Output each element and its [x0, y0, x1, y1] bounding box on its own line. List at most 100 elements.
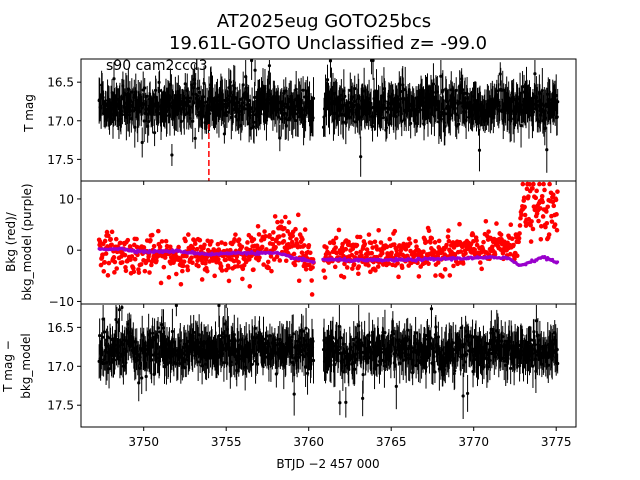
bkg-point-97 [141, 245, 147, 250]
bkg-point-460 [309, 278, 314, 283]
bkg-point-558 [364, 254, 369, 259]
bkg-point-913 [528, 223, 533, 228]
bkg-point-33 [112, 270, 117, 275]
bkg-point-966 [552, 222, 558, 227]
bkg-point-182 [180, 263, 186, 269]
bkg-point-938 [539, 193, 545, 199]
bkg-point-970 [554, 227, 560, 233]
bkg-point-671 [416, 274, 422, 279]
bkg-point-643 [403, 247, 409, 252]
bkg-point-189 [184, 253, 189, 259]
bkg-point-948 [544, 220, 550, 226]
bkg-point-376 [270, 241, 276, 247]
bkg-point-772 [463, 251, 468, 256]
bkg-point-399 [281, 233, 286, 238]
bkg-point-576 [372, 239, 378, 245]
bkg-point-939 [540, 199, 545, 205]
bkg-point-577 [373, 268, 378, 273]
chart-title-line1: AT2025eug GOTO25bcs [217, 11, 431, 32]
bkg-point-99 [142, 268, 148, 274]
bkg-point-335 [251, 237, 257, 242]
bkg-point-321 [245, 240, 250, 245]
bkg-point-853 [500, 250, 506, 256]
bkg-point-314 [241, 262, 247, 268]
bkg-point-941 [541, 181, 546, 187]
model-point-455 [555, 260, 560, 264]
bkg-point-234 [204, 268, 210, 274]
bkg-point-440 [300, 237, 305, 242]
bkg-point-202 [190, 260, 195, 266]
bkg-point-788 [470, 232, 476, 238]
bkg-model-points [97, 246, 560, 268]
bkg-point-419 [290, 233, 296, 239]
bkg-point-128 [155, 228, 161, 234]
bkg-point-930 [536, 218, 541, 224]
bkg-point-738 [447, 273, 453, 278]
bkg-point-625 [395, 261, 400, 266]
bkg-point-257 [215, 241, 221, 247]
bkg-point-58 [123, 268, 129, 274]
bkg-point-516 [344, 265, 350, 270]
bkg-point-140 [161, 264, 167, 270]
bkg-point-650 [406, 236, 412, 242]
panel-top: 16.5 17.0 17.5 [47, 58, 577, 185]
bkg-point-367 [266, 265, 272, 271]
bkg-point-722 [440, 274, 445, 279]
bkg-point-900 [522, 204, 527, 210]
y-tick-label: 0 [66, 244, 74, 258]
bkg-point-619 [392, 228, 398, 234]
bkg-point-446 [302, 227, 308, 232]
bkg-point-554 [362, 241, 368, 247]
bkg-point-510 [342, 261, 347, 267]
bkg-point-947 [544, 209, 549, 214]
bkg-point-849 [498, 232, 504, 238]
bkg-point-228 [202, 242, 207, 248]
bkg-point-27 [109, 242, 114, 248]
bkg-point-687 [423, 239, 429, 245]
bkg-point-811 [481, 239, 486, 245]
bkg-point-382 [273, 244, 278, 250]
bkg-point-541 [356, 264, 362, 269]
bkg-point-759 [457, 221, 462, 227]
bkg-point-62 [125, 237, 131, 243]
bkg-point-477 [326, 251, 332, 256]
bkg-point-418 [289, 239, 295, 245]
bkg-point-381 [272, 214, 278, 219]
bkg-point-608 [387, 236, 393, 242]
bkg-point-713 [435, 260, 441, 265]
bkg-point-940 [540, 214, 546, 219]
bkg-point-901 [522, 212, 528, 218]
bkg-point-612 [389, 250, 394, 256]
bkg-point-425 [293, 226, 298, 232]
bkg-point-492 [333, 235, 339, 241]
bkg-point-953 [546, 232, 552, 237]
bkg-point-32 [111, 255, 117, 260]
bkg-point-34 [112, 259, 118, 265]
bkg-point-509 [341, 274, 347, 280]
bkg-point-187 [183, 238, 188, 244]
bkg-point-264 [218, 263, 224, 269]
bkg-point-309 [239, 244, 245, 250]
bkg-point-969 [554, 212, 559, 217]
bkg-point-935 [538, 236, 544, 242]
bkg-point-905 [524, 186, 530, 192]
panel-middle: −10 0 10 [49, 180, 577, 309]
bkg-point-302 [236, 259, 241, 265]
bkg-point-15 [103, 251, 109, 256]
bkg-point-390 [277, 234, 282, 239]
bkg-point-28 [109, 229, 115, 235]
bkg-point-215 [196, 263, 201, 269]
bkg-point-455 [307, 262, 312, 268]
bkg-point-569 [369, 250, 375, 256]
bkg-point-391 [277, 258, 283, 263]
bkg-point-280 [226, 265, 231, 270]
bkg-point-893 [519, 212, 524, 218]
bkg-point-528 [350, 246, 356, 252]
bkg-point-25 [108, 236, 113, 242]
bkg-point-132 [157, 244, 163, 250]
bkg-point-377 [271, 230, 276, 235]
bkg-point-360 [263, 233, 268, 239]
bkg-point-81 [134, 236, 139, 242]
bkg-point-12 [102, 260, 107, 265]
